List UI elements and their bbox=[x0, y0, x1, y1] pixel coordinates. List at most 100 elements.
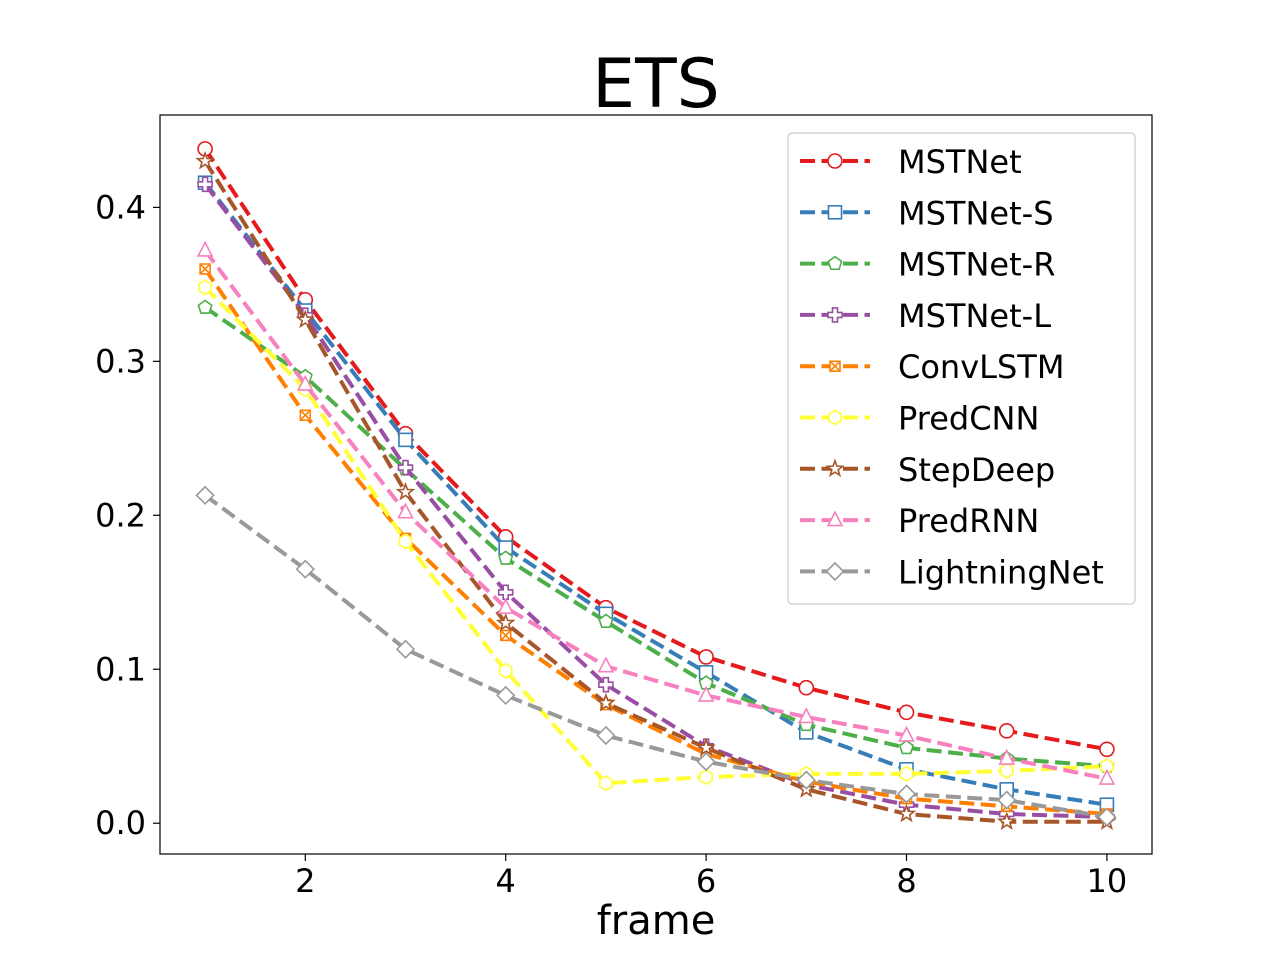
legend-item: LightningNet bbox=[800, 553, 1104, 591]
data-point-predrnn bbox=[898, 725, 915, 742]
data-point-predrnn bbox=[397, 502, 414, 519]
legend-item: PredRNN bbox=[800, 502, 1039, 540]
data-point-mstnet bbox=[698, 649, 714, 665]
data-point-mstnet bbox=[898, 704, 915, 721]
data-point-lightningnet bbox=[796, 770, 816, 790]
data-point-lightningnet bbox=[496, 685, 516, 706]
data-point-mstnet bbox=[1099, 741, 1115, 758]
series-predrnn bbox=[196, 240, 1116, 785]
data-point-mstnet-r bbox=[498, 550, 514, 565]
series-line-predrnn bbox=[203, 249, 1108, 781]
data-point-predcnn bbox=[498, 662, 513, 679]
x-tick-label: 8 bbox=[896, 862, 916, 900]
data-point-stepdeep bbox=[495, 612, 516, 632]
data-point-stepdeep bbox=[395, 481, 416, 501]
x-tick-label: 4 bbox=[496, 862, 516, 900]
legend-marker bbox=[827, 307, 843, 323]
data-point-mstnet-s bbox=[398, 432, 413, 448]
data-point-predcnn bbox=[198, 279, 212, 296]
series-line-convlstm bbox=[203, 267, 1108, 816]
series-line-mstnet-l bbox=[203, 183, 1107, 819]
series-line-mstnet-s bbox=[203, 181, 1108, 807]
legend-item: StepDeep bbox=[800, 451, 1055, 489]
legend-label: MSTNet-R bbox=[898, 246, 1055, 284]
data-point-convlstm bbox=[299, 409, 312, 421]
legend-item: MSTNet-R bbox=[800, 246, 1055, 284]
legend-item: MSTNet-L bbox=[800, 297, 1051, 335]
data-point-mstnet-r bbox=[598, 613, 614, 628]
legend-label: MSTNet-S bbox=[898, 194, 1054, 232]
data-point-lightningnet bbox=[896, 784, 917, 804]
data-point-lightningnet bbox=[696, 751, 716, 772]
data-point-convlstm bbox=[499, 629, 512, 642]
data-point-predrnn bbox=[296, 374, 314, 391]
data-point-predrnn bbox=[196, 240, 214, 257]
data-point-mstnet-l bbox=[197, 176, 213, 193]
series-line-mstnet-r bbox=[203, 305, 1108, 769]
legend-label: MSTNet bbox=[898, 143, 1022, 181]
chart-title: ETS bbox=[592, 45, 720, 124]
data-point-predrnn bbox=[597, 656, 615, 673]
data-point-predcnn bbox=[999, 762, 1014, 779]
legend-item: MSTNet bbox=[800, 143, 1022, 181]
legend-marker bbox=[829, 360, 841, 372]
data-point-predcnn bbox=[699, 769, 713, 785]
legend-box bbox=[787, 132, 1136, 605]
legend-label: PredRNN bbox=[898, 502, 1039, 540]
y-tick-label: 0.2 bbox=[95, 496, 146, 534]
legend-marker bbox=[827, 255, 843, 271]
x-tick-label: 10 bbox=[1087, 862, 1128, 900]
series-layer bbox=[195, 141, 1117, 831]
data-point-mstnet-l bbox=[598, 676, 614, 693]
y-tick-label: 0.1 bbox=[95, 650, 146, 688]
legend-marker bbox=[827, 153, 843, 169]
x-axis-label: frame bbox=[597, 898, 716, 944]
series-line-lightningnet bbox=[203, 493, 1108, 819]
series-predcnn bbox=[198, 279, 1114, 792]
series-lightningnet bbox=[195, 485, 1117, 827]
y-tick-label: 0.4 bbox=[95, 188, 146, 226]
y-tick-label: 0.3 bbox=[95, 342, 146, 380]
data-point-predrnn bbox=[697, 685, 715, 702]
data-point-lightningnet bbox=[395, 639, 416, 659]
data-point-lightningnet bbox=[295, 559, 315, 579]
legend-marker bbox=[825, 458, 845, 478]
data-point-mstnet bbox=[998, 723, 1015, 739]
series-line-stepdeep bbox=[203, 160, 1107, 824]
data-point-predrnn bbox=[797, 707, 815, 724]
legend: MSTNet MSTNet-S MSTNet-R MSTNet-L ConvLSTM Pr… bbox=[787, 132, 1136, 605]
legend-marker bbox=[828, 409, 842, 426]
data-point-stepdeep bbox=[295, 309, 316, 329]
data-point-mstnet-l bbox=[397, 459, 414, 476]
x-tick-label: 2 bbox=[295, 862, 315, 900]
data-point-convlstm bbox=[199, 263, 211, 275]
data-point-stepdeep bbox=[996, 811, 1017, 831]
data-point-stepdeep bbox=[696, 737, 716, 757]
plot-frame bbox=[159, 114, 1153, 855]
data-point-predrnn bbox=[497, 597, 515, 614]
data-point-stepdeep bbox=[596, 692, 616, 712]
axes-layer: 2 4 6 8 10 0.0 0.1 0.2 0.3 0.4 bbox=[95, 188, 1127, 900]
legend-label: ConvLSTM bbox=[898, 348, 1064, 386]
data-point-mstnet-r bbox=[898, 739, 915, 755]
legend-marker bbox=[826, 510, 844, 527]
x-tick-label: 6 bbox=[696, 862, 716, 900]
data-point-mstnet-l bbox=[497, 584, 514, 601]
legend-item: PredCNN bbox=[800, 400, 1039, 438]
data-point-lightningnet bbox=[997, 790, 1017, 810]
data-point-predrnn bbox=[1098, 768, 1116, 785]
legend-marker bbox=[825, 561, 845, 582]
data-point-predcnn bbox=[599, 775, 613, 792]
y-tick-label: 0.0 bbox=[95, 804, 146, 842]
data-point-stepdeep bbox=[195, 150, 215, 170]
data-point-mstnet bbox=[798, 679, 815, 696]
series-line-mstnet bbox=[203, 147, 1108, 752]
data-point-lightningnet bbox=[195, 485, 215, 505]
legend-label: LightningNet bbox=[898, 553, 1104, 591]
data-point-lightningnet bbox=[1097, 807, 1117, 827]
data-point-mstnet-r bbox=[197, 299, 213, 314]
legend-item: ConvLSTM bbox=[800, 348, 1064, 386]
legend-label: StepDeep bbox=[898, 451, 1055, 489]
data-point-predrnn bbox=[998, 748, 1016, 765]
